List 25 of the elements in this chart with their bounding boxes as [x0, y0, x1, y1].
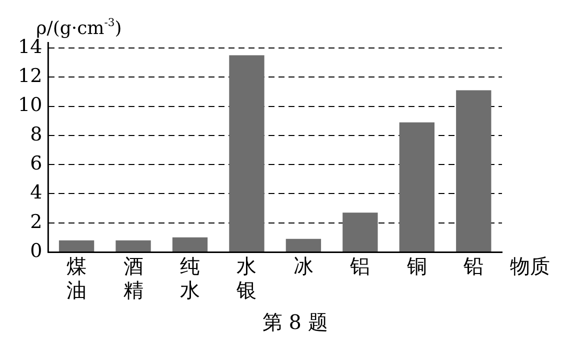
- y-tick-label: 0: [30, 240, 42, 262]
- bar: [286, 238, 322, 252]
- y-tick-label: 10: [18, 94, 42, 116]
- text: 第 8 题: [262, 310, 328, 334]
- bar: [399, 122, 434, 252]
- bar: [58, 240, 94, 252]
- x-tick-label: 冰: [293, 254, 314, 278]
- bar: [172, 237, 208, 252]
- x-tick-label: 水银: [236, 254, 257, 302]
- x-tick-label: 铜: [406, 254, 427, 278]
- x-tick-label: 酒精: [123, 254, 144, 302]
- x-tick-label: 煤油: [66, 254, 87, 302]
- bar: [456, 90, 492, 252]
- y-tick-label: 8: [30, 123, 42, 146]
- y-tick-label: 4: [30, 182, 42, 204]
- x-tick-label: 纯水: [180, 254, 200, 302]
- bar: [342, 212, 378, 252]
- x-tick-label: 铅: [462, 254, 484, 278]
- x-axis-title: 物质: [510, 254, 550, 278]
- bar: [229, 55, 264, 252]
- y-tick-label: 6: [30, 152, 42, 175]
- y-tick-label: 2: [30, 210, 42, 233]
- bar: [116, 240, 151, 252]
- y-tick-label: 12: [18, 65, 42, 88]
- x-tick-label: 铝: [349, 254, 370, 278]
